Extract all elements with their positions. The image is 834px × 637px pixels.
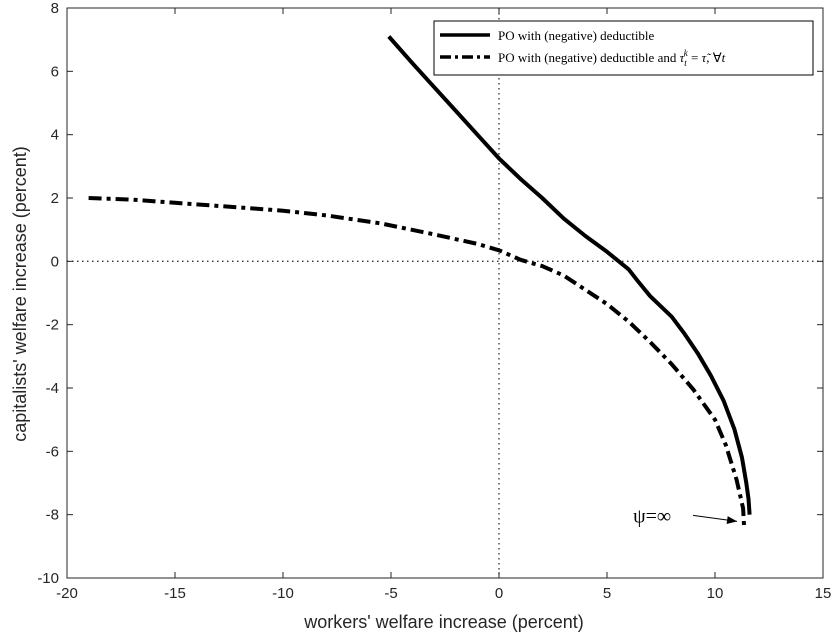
legend: PO with (negative) deductible PO with (n… — [433, 20, 814, 76]
legend-label-series-1: PO with (negative) deductible — [498, 28, 655, 43]
plot-area: -20 -15 -10 -5 0 5 10 15 8 6 4 2 0 -2 -4 -6 -8 -10 ψ=∞ — [37, 0, 831, 602]
legend-label-series-2: PO with (negative) deductible and τtk = … — [498, 48, 726, 68]
y-tick-label: 0 — [51, 253, 59, 270]
x-tick-label: 0 — [495, 585, 503, 602]
x-tick-label: 15 — [815, 585, 832, 602]
annotation-arrow-head — [726, 516, 738, 524]
y-tick-label: -6 — [46, 443, 59, 460]
x-tick-label: 5 — [603, 585, 611, 602]
x-tick-label: -20 — [56, 585, 78, 602]
y-tick-label: -2 — [46, 317, 59, 334]
x-tick-label: 10 — [707, 585, 724, 602]
legend-box — [433, 20, 814, 76]
y-tick-label: 8 — [51, 0, 59, 17]
y-tick-label: -8 — [46, 507, 59, 524]
series-line-1 — [387, 35, 752, 515]
y-tick-label: 2 — [51, 190, 59, 207]
y-tick-label: 6 — [51, 63, 59, 80]
annotation-text: ψ=∞ — [633, 505, 671, 527]
x-tick-label: -15 — [164, 585, 186, 602]
y-tick-label: 4 — [51, 127, 59, 144]
x-axis-label: workers' welfare increase (percent) — [303, 612, 584, 632]
series-line-2 — [88, 196, 747, 530]
y-axis-label: capitalists' welfare increase (percent) — [10, 146, 30, 442]
y-tick-label: -4 — [46, 380, 59, 397]
axes-frame — [66, 7, 824, 579]
x-tick-label: -10 — [272, 585, 294, 602]
x-tick-label: -5 — [384, 585, 397, 602]
y-tick-label: -10 — [37, 570, 59, 587]
